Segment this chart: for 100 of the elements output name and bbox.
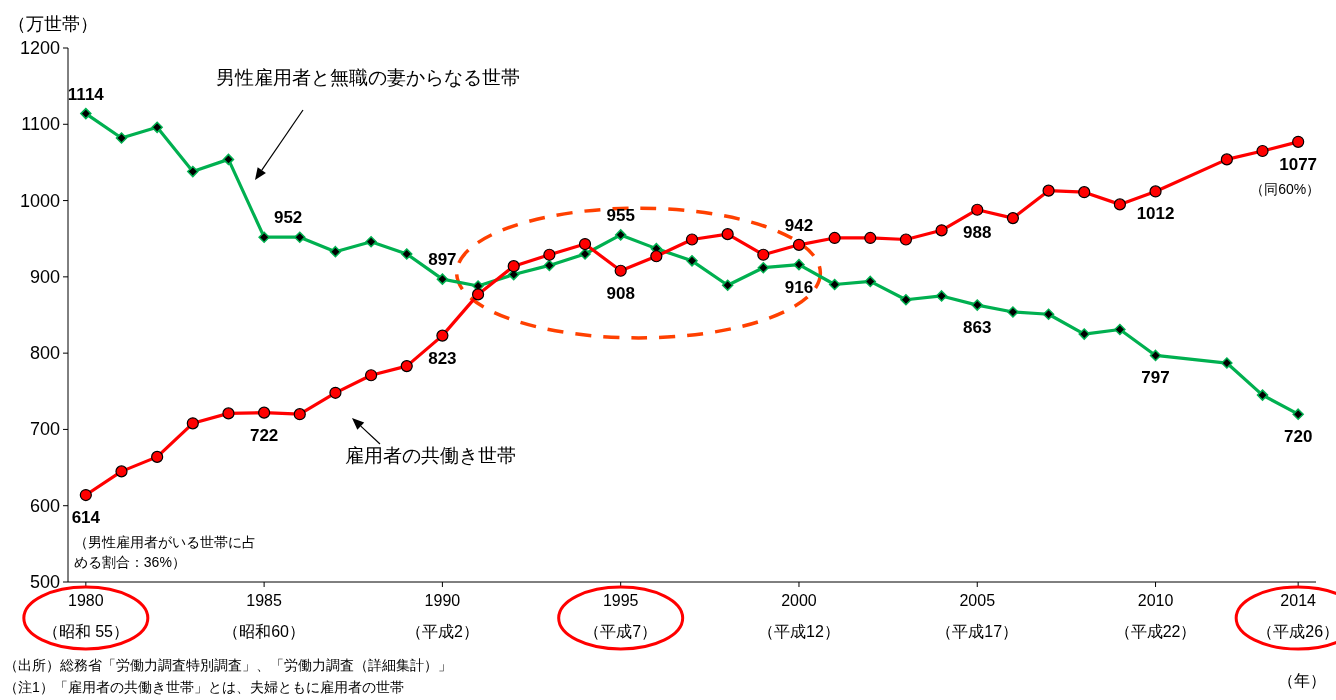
point xyxy=(151,121,163,134)
point xyxy=(721,228,734,241)
point xyxy=(436,273,449,285)
point xyxy=(792,238,806,251)
point xyxy=(1256,144,1269,158)
point xyxy=(1042,308,1055,320)
text: （平成26） xyxy=(1257,623,1336,640)
point xyxy=(971,203,984,216)
x-tick-label: 2005 xyxy=(959,592,996,609)
point xyxy=(543,259,556,272)
data-label: 863 xyxy=(963,318,992,338)
point xyxy=(80,107,92,120)
x-tick-label: 1980 xyxy=(68,592,104,609)
point xyxy=(1292,408,1304,420)
text: （平成17） xyxy=(936,623,1019,640)
point xyxy=(1006,212,1020,225)
point xyxy=(1007,306,1019,318)
point xyxy=(222,407,235,420)
point xyxy=(151,450,164,463)
data-label: 797 xyxy=(1141,368,1170,388)
point xyxy=(864,231,877,245)
x-tick-label: 1995 xyxy=(602,592,639,609)
point xyxy=(614,229,627,241)
point xyxy=(1149,185,1162,198)
point xyxy=(294,231,306,243)
point xyxy=(293,408,306,421)
point xyxy=(757,261,770,274)
point xyxy=(614,264,627,277)
data-label: 916 xyxy=(784,277,814,297)
y-tick-label: 500 xyxy=(29,572,60,592)
annotation: （同60%） xyxy=(1250,180,1321,197)
point xyxy=(579,248,591,260)
point xyxy=(258,406,271,419)
annotation: （男性雇用者がいる世帯に占める割合：36%） xyxy=(73,534,256,571)
data-label: 1077 xyxy=(1279,154,1318,174)
y-tick-label: 700 xyxy=(29,419,60,440)
point xyxy=(222,153,235,166)
text: （平成22） xyxy=(1114,623,1197,640)
data-label: 908 xyxy=(606,283,635,303)
y-tick-label: 600 xyxy=(29,495,60,516)
point xyxy=(1113,198,1126,211)
point xyxy=(258,231,270,243)
point xyxy=(828,231,841,245)
point xyxy=(685,233,699,246)
point xyxy=(365,236,377,248)
point xyxy=(543,248,556,261)
point xyxy=(721,279,734,291)
point xyxy=(935,224,948,237)
data-label: 720 xyxy=(1283,427,1313,447)
point xyxy=(900,293,912,306)
text: （注1）「雇用者の共働き世帯」とは、夫婦ともに雇用者の世帯 xyxy=(4,679,404,695)
point xyxy=(471,288,485,301)
point xyxy=(793,258,805,271)
point xyxy=(686,255,698,267)
x-tick-label: 1990 xyxy=(424,592,461,609)
data-label: 988 xyxy=(963,222,992,242)
data-label: 1114 xyxy=(67,84,105,104)
text: （平成7） xyxy=(584,623,658,640)
y-tick-label: 1200 xyxy=(19,38,60,58)
point xyxy=(1114,323,1126,336)
point xyxy=(935,290,948,302)
point xyxy=(1256,389,1269,401)
point xyxy=(1149,349,1162,362)
point xyxy=(757,248,770,261)
point xyxy=(507,260,520,273)
point xyxy=(899,233,913,246)
point xyxy=(436,329,449,342)
data-label: 897 xyxy=(428,250,457,270)
x-tick-label: 2010 xyxy=(1137,592,1174,609)
y-tick-label: 900 xyxy=(29,266,60,287)
point xyxy=(329,245,342,258)
point xyxy=(400,248,413,260)
point xyxy=(1042,184,1055,197)
point xyxy=(329,386,342,399)
data-label: 1012 xyxy=(1136,204,1175,224)
point xyxy=(187,165,199,178)
point xyxy=(115,132,128,144)
data-label: 952 xyxy=(273,208,303,228)
point xyxy=(650,250,663,263)
point xyxy=(79,488,92,502)
x-axis-title: （年） xyxy=(1278,672,1326,689)
point xyxy=(1292,135,1305,148)
point xyxy=(115,465,128,478)
x-tick-label: 2000 xyxy=(781,592,817,609)
point xyxy=(828,278,841,291)
x-tick-label: 2014 xyxy=(1280,592,1317,609)
data-label: 823 xyxy=(428,348,457,368)
data-label: 942 xyxy=(784,215,814,235)
point xyxy=(1220,153,1233,166)
y-axis-title: （万世帯） xyxy=(8,14,98,34)
text: （平成2） xyxy=(405,623,479,640)
point xyxy=(364,369,378,382)
point xyxy=(578,237,592,251)
legend-label: 雇用者の共働き世帯 xyxy=(344,445,516,466)
y-tick-label: 800 xyxy=(29,343,60,364)
point xyxy=(1078,328,1090,340)
text: （昭和 55） xyxy=(42,623,129,640)
data-label: 955 xyxy=(606,205,635,225)
point xyxy=(1221,357,1233,369)
x-tick-label: 1985 xyxy=(246,592,283,609)
